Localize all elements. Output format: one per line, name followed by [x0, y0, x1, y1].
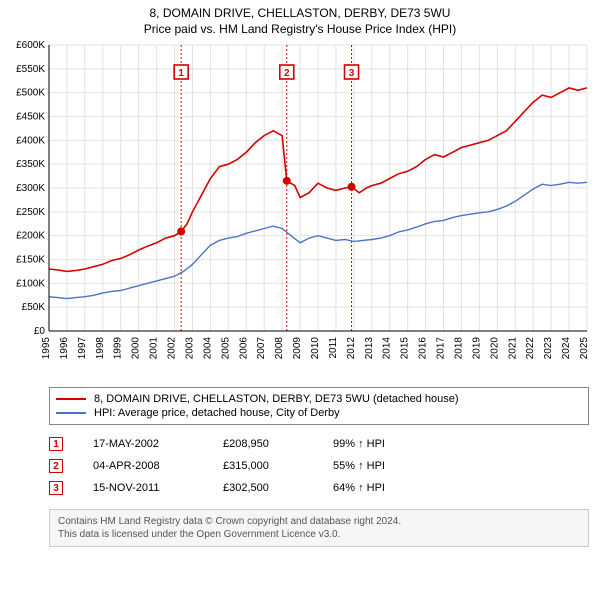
- sale-row: 2 04-APR-2008 £315,000 55% ↑ HPI: [49, 455, 589, 477]
- sale-price: £208,950: [223, 438, 303, 450]
- svg-text:2018: 2018: [453, 337, 464, 360]
- svg-text:£450K: £450K: [16, 112, 45, 123]
- footnote-line-1: Contains HM Land Registry data © Crown c…: [58, 515, 580, 528]
- svg-text:£50K: £50K: [22, 303, 46, 314]
- svg-text:2022: 2022: [525, 337, 536, 360]
- svg-text:2016: 2016: [418, 337, 429, 360]
- svg-text:£400K: £400K: [16, 136, 45, 147]
- legend-label: 8, DOMAIN DRIVE, CHELLASTON, DERBY, DE73…: [94, 393, 459, 405]
- svg-text:2024: 2024: [561, 337, 572, 360]
- svg-text:1: 1: [178, 68, 184, 79]
- sale-marker-box: 1: [49, 437, 63, 451]
- footnote-line-2: This data is licensed under the Open Gov…: [58, 528, 580, 541]
- chart-container: £0 £50K £100K £150K £200K £250K £300K £350K £400…: [5, 39, 595, 379]
- svg-text:£100K: £100K: [16, 279, 45, 290]
- price-chart: £0 £50K £100K £150K £200K £250K £300K £350K £400…: [5, 39, 595, 379]
- svg-text:2021: 2021: [507, 337, 518, 360]
- svg-text:£550K: £550K: [16, 64, 45, 75]
- svg-text:2017: 2017: [436, 337, 447, 360]
- svg-text:£600K: £600K: [16, 40, 45, 51]
- svg-text:2008: 2008: [274, 337, 285, 360]
- svg-text:2025: 2025: [579, 337, 590, 360]
- legend-box: 8, DOMAIN DRIVE, CHELLASTON, DERBY, DE73…: [49, 387, 589, 425]
- svg-text:2014: 2014: [382, 337, 393, 360]
- sale-row: 3 15-NOV-2011 £302,500 64% ↑ HPI: [49, 477, 589, 499]
- svg-text:2002: 2002: [167, 337, 178, 360]
- svg-text:2020: 2020: [489, 337, 500, 360]
- svg-text:2010: 2010: [310, 337, 321, 360]
- sale-date: 17-MAY-2002: [93, 438, 193, 450]
- svg-text:2001: 2001: [149, 337, 160, 360]
- title-block: 8, DOMAIN DRIVE, CHELLASTON, DERBY, DE73…: [5, 5, 595, 37]
- svg-text:£250K: £250K: [16, 207, 45, 218]
- svg-text:1999: 1999: [113, 337, 124, 360]
- sale-price: £315,000: [223, 460, 303, 472]
- sale-price: £302,500: [223, 482, 303, 494]
- svg-text:2011: 2011: [328, 337, 339, 359]
- legend-swatch: [56, 398, 86, 400]
- svg-text:2004: 2004: [202, 337, 213, 360]
- svg-text:£200K: £200K: [16, 231, 45, 242]
- footnote-box: Contains HM Land Registry data © Crown c…: [49, 509, 589, 547]
- svg-text:£0: £0: [34, 326, 46, 337]
- sale-pct: 55% ↑ HPI: [333, 460, 433, 472]
- svg-text:£500K: £500K: [16, 88, 45, 99]
- svg-text:3: 3: [349, 68, 355, 79]
- svg-text:2007: 2007: [256, 337, 267, 360]
- legend-label: HPI: Average price, detached house, City…: [94, 407, 340, 419]
- svg-text:2: 2: [284, 68, 290, 79]
- legend-item: HPI: Average price, detached house, City…: [56, 406, 582, 420]
- sale-marker-box: 3: [49, 481, 63, 495]
- svg-text:2009: 2009: [292, 337, 303, 360]
- svg-text:£150K: £150K: [16, 255, 45, 266]
- svg-text:£350K: £350K: [16, 160, 45, 171]
- sale-row: 1 17-MAY-2002 £208,950 99% ↑ HPI: [49, 433, 589, 455]
- title-line-1: 8, DOMAIN DRIVE, CHELLASTON, DERBY, DE73…: [5, 5, 595, 21]
- svg-text:2000: 2000: [131, 337, 142, 360]
- legend-swatch: [56, 412, 86, 414]
- svg-text:1996: 1996: [59, 337, 70, 360]
- svg-text:1998: 1998: [95, 337, 106, 360]
- sale-marker-box: 2: [49, 459, 63, 473]
- svg-text:2006: 2006: [238, 337, 249, 360]
- svg-text:2015: 2015: [400, 337, 411, 360]
- svg-text:2005: 2005: [220, 337, 231, 360]
- legend-item: 8, DOMAIN DRIVE, CHELLASTON, DERBY, DE73…: [56, 392, 582, 406]
- sale-date: 15-NOV-2011: [93, 482, 193, 494]
- title-line-2: Price paid vs. HM Land Registry's House …: [5, 21, 595, 37]
- sale-pct: 64% ↑ HPI: [333, 482, 433, 494]
- svg-text:1995: 1995: [41, 337, 52, 360]
- svg-text:1997: 1997: [77, 337, 88, 360]
- svg-text:£300K: £300K: [16, 183, 45, 194]
- sale-date: 04-APR-2008: [93, 460, 193, 472]
- svg-text:2012: 2012: [346, 337, 357, 360]
- svg-text:2003: 2003: [184, 337, 195, 360]
- svg-text:2013: 2013: [364, 337, 375, 360]
- sale-pct: 99% ↑ HPI: [333, 438, 433, 450]
- svg-text:2019: 2019: [471, 337, 482, 360]
- svg-text:2023: 2023: [543, 337, 554, 360]
- sales-table: 1 17-MAY-2002 £208,950 99% ↑ HPI 2 04-APR-200…: [49, 433, 589, 499]
